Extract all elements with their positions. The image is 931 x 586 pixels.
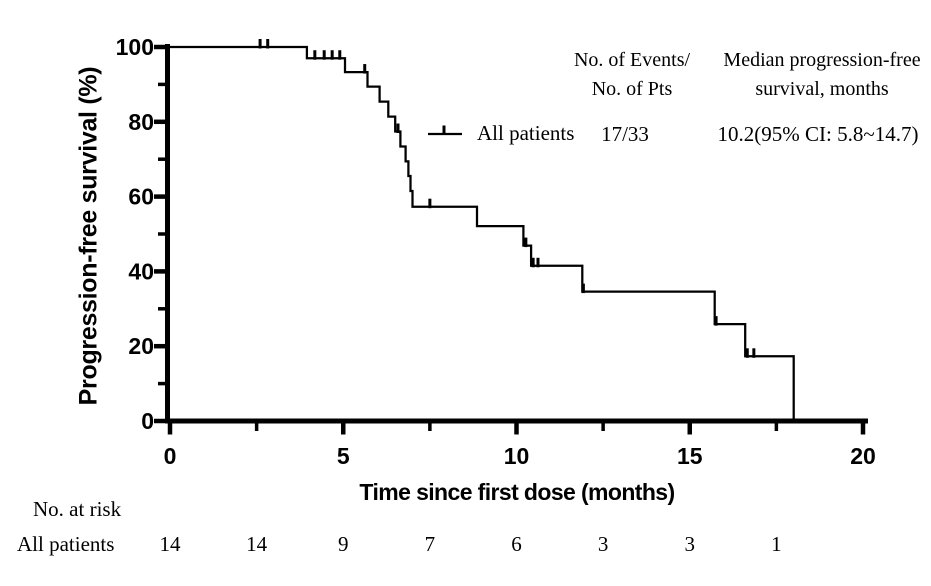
y-tick-label: 0 (141, 408, 154, 434)
x-tick-label: 20 (850, 443, 876, 469)
y-tick-label: 40 (128, 258, 154, 284)
risk-count: 14 (159, 532, 181, 556)
x-tick-label: 10 (504, 443, 530, 469)
risk-count: 3 (684, 532, 696, 556)
risk-count: 7 (424, 532, 436, 556)
legend-series-label: All patients (477, 121, 575, 145)
x-axis-title: Time since first dose (months) (359, 479, 675, 505)
legend-events-value: 17/33 (601, 122, 649, 146)
x-tick-label: 15 (677, 443, 703, 469)
legend-events-header-line2: No. of Pts (591, 78, 673, 100)
risk-count: 1 (771, 532, 782, 556)
y-tick-label: 60 (128, 184, 154, 210)
legend-median-header-line2: survival, months (755, 78, 889, 100)
risk-table-row-label: All patients (17, 532, 115, 556)
legend-events-header: No. of Events/ No. of Pts (574, 46, 690, 104)
legend-median-header-line1: Median progression-free (723, 49, 921, 71)
x-tick-label: 0 (164, 443, 177, 469)
risk-count: 14 (246, 532, 268, 556)
legend-median-header: Median progression-free survival, months (723, 46, 920, 104)
risk-count: 6 (511, 532, 522, 556)
legend-events-header-line1: No. of Events/ (573, 49, 691, 71)
risk-count: 9 (338, 532, 349, 556)
legend-median-value: 10.2(95% CI: 5.8~14.7) (717, 122, 919, 146)
risk-table-title: No. at risk (33, 497, 122, 521)
x-tick-label: 5 (337, 443, 350, 469)
y-tick-label: 80 (128, 109, 154, 135)
y-axis-title: Progression-free survival (%) (74, 66, 103, 406)
y-tick-label: 100 (116, 34, 154, 60)
y-tick-label: 20 (128, 333, 154, 359)
risk-count: 3 (597, 532, 609, 556)
survival-curve-all-patients (170, 45, 795, 421)
